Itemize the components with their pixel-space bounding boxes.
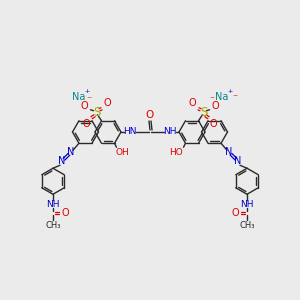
- Text: O: O: [83, 119, 90, 129]
- Text: HO: HO: [169, 148, 182, 157]
- Text: O: O: [104, 98, 111, 108]
- Text: ⁺: ⁺: [227, 89, 232, 99]
- Text: O: O: [146, 110, 154, 120]
- Text: O: O: [210, 119, 217, 129]
- Text: HN: HN: [123, 127, 137, 136]
- Text: ⁻: ⁻: [86, 96, 91, 106]
- Text: ⁻: ⁻: [209, 96, 214, 106]
- Text: O: O: [189, 98, 196, 108]
- Text: CH₃: CH₃: [45, 221, 61, 230]
- Text: O: O: [231, 208, 239, 218]
- Text: ⁺: ⁺: [84, 89, 89, 99]
- Text: N: N: [67, 147, 75, 157]
- Text: N: N: [58, 156, 66, 166]
- Text: NH: NH: [163, 127, 177, 136]
- Text: O: O: [81, 101, 88, 111]
- Text: O: O: [212, 101, 219, 111]
- Text: NH: NH: [46, 200, 60, 209]
- Text: Na: Na: [215, 92, 228, 102]
- Text: NH: NH: [240, 200, 254, 209]
- Text: O: O: [61, 208, 69, 218]
- Text: OH: OH: [116, 148, 129, 157]
- Text: CH₃: CH₃: [239, 221, 255, 230]
- Text: N: N: [234, 156, 242, 166]
- Text: ⁻: ⁻: [232, 94, 237, 104]
- Text: S: S: [93, 106, 100, 119]
- Text: Na: Na: [72, 92, 85, 102]
- Text: S: S: [200, 106, 207, 119]
- Text: N: N: [225, 147, 233, 157]
